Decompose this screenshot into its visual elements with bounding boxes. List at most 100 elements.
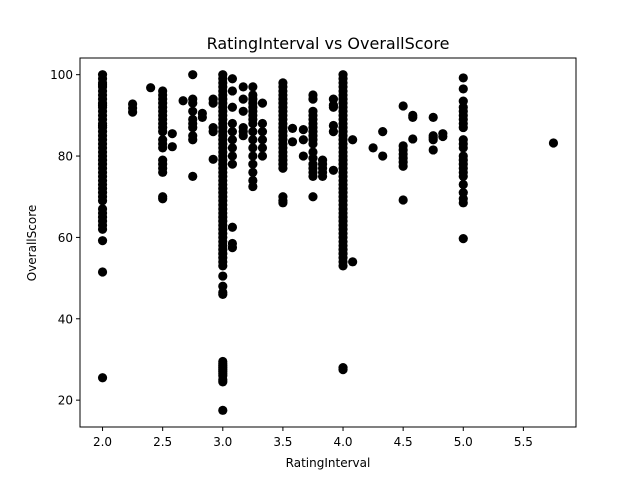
- data-point: [227, 118, 238, 129]
- x-tick-label: 2.0: [93, 435, 112, 449]
- data-point: [248, 118, 258, 129]
- data-point: [368, 143, 378, 153]
- data-point: [238, 82, 248, 92]
- y-tick-label: 40: [58, 312, 73, 326]
- y-tick-label: 60: [58, 231, 73, 245]
- data-point: [97, 196, 108, 206]
- data-point: [287, 123, 298, 133]
- data-point: [146, 83, 156, 93]
- x-tick-label: 2.5: [153, 435, 172, 449]
- data-point: [348, 257, 358, 267]
- plot-frame: [79, 57, 577, 428]
- data-point: [348, 135, 358, 145]
- data-point: [438, 131, 448, 142]
- data-point: [428, 135, 438, 145]
- data-point: [227, 86, 238, 96]
- data-point: [248, 143, 258, 153]
- data-point: [458, 84, 468, 94]
- y-tick-label: 80: [58, 150, 73, 164]
- data-point: [238, 131, 248, 141]
- data-point: [218, 377, 228, 387]
- data-point: [178, 96, 188, 106]
- data-point: [257, 127, 268, 137]
- data-point: [227, 127, 238, 137]
- data-point: [308, 94, 318, 104]
- data-point: [278, 198, 288, 208]
- data-point: [398, 161, 408, 171]
- points-layer: [97, 70, 559, 415]
- data-point: [188, 98, 198, 108]
- data-point: [328, 165, 339, 175]
- data-point: [248, 127, 258, 137]
- x-tick-label: 5.0: [454, 435, 473, 449]
- x-axis-label: RatingInterval: [286, 456, 371, 470]
- data-point: [227, 143, 238, 153]
- data-point: [278, 163, 288, 173]
- x-tick-label: 3.5: [273, 435, 292, 449]
- data-point: [328, 102, 339, 112]
- data-point: [338, 261, 348, 271]
- data-point: [97, 236, 108, 246]
- data-point: [218, 271, 228, 281]
- data-point: [238, 106, 248, 116]
- chart-title: RatingInterval vs OverallScore: [207, 34, 450, 53]
- x-axis: 2.0 2.5 3.0 3.5 4.0 4.5 5.0 5.5: [93, 427, 533, 449]
- data-point: [227, 151, 238, 161]
- data-point: [158, 167, 168, 177]
- y-tick-label: 20: [58, 394, 73, 408]
- data-point: [208, 127, 218, 137]
- data-point: [218, 261, 228, 271]
- data-point: [257, 98, 268, 108]
- data-point: [188, 106, 198, 116]
- x-tick-label: 5.5: [514, 435, 533, 449]
- data-point: [548, 138, 559, 148]
- data-point: [227, 242, 238, 253]
- data-point: [227, 135, 238, 145]
- x-tick-label: 3.0: [213, 435, 232, 449]
- data-point: [408, 134, 418, 144]
- data-point: [378, 127, 388, 137]
- data-point: [227, 159, 238, 169]
- data-point: [308, 192, 318, 202]
- data-point: [398, 195, 408, 205]
- data-point: [218, 289, 228, 299]
- data-point: [287, 137, 298, 147]
- data-point: [97, 224, 108, 234]
- data-point: [308, 171, 318, 181]
- data-point: [248, 151, 258, 161]
- data-point: [128, 107, 138, 117]
- data-point: [338, 365, 348, 375]
- data-point: [248, 159, 258, 169]
- data-point: [257, 143, 268, 153]
- data-point: [298, 135, 308, 145]
- data-point: [248, 167, 258, 177]
- data-point: [248, 82, 258, 92]
- data-point: [167, 142, 177, 152]
- data-point: [458, 143, 468, 153]
- data-point: [248, 181, 258, 192]
- data-point: [208, 154, 218, 164]
- data-point: [227, 74, 238, 84]
- data-point: [227, 102, 238, 112]
- data-point: [458, 198, 468, 208]
- data-point: [378, 151, 388, 161]
- data-point: [188, 70, 198, 80]
- data-point: [188, 135, 198, 145]
- data-point: [218, 405, 228, 415]
- data-point: [97, 267, 108, 277]
- data-point: [227, 222, 238, 232]
- data-point: [458, 122, 468, 133]
- y-tick-label: 100: [50, 68, 73, 82]
- data-point: [308, 139, 318, 149]
- data-point: [167, 129, 177, 139]
- y-axis-label: OverallScore: [25, 205, 39, 282]
- data-point: [208, 98, 218, 108]
- x-tick-label: 4.5: [394, 435, 413, 449]
- y-axis: 20 40 60 80 100: [50, 68, 80, 408]
- data-point: [408, 112, 418, 122]
- data-point: [458, 73, 468, 83]
- data-point: [298, 151, 308, 161]
